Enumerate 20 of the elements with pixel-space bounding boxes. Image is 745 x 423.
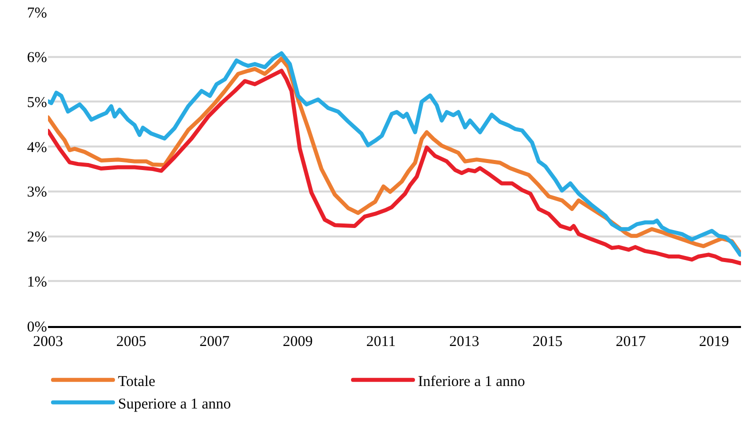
y-tick-label: 1% bbox=[27, 274, 47, 290]
y-tick-label: 2% bbox=[27, 230, 47, 246]
y-tick-label: 0% bbox=[27, 319, 47, 336]
x-tick-label: 2009 bbox=[282, 334, 313, 350]
y-tick-label: 3% bbox=[27, 184, 47, 201]
legend-label: Inferiore a 1 anno bbox=[418, 374, 526, 390]
x-tick-label: 2011 bbox=[366, 334, 396, 350]
x-tick-label: 2019 bbox=[698, 334, 729, 350]
x-tick-label: 2005 bbox=[116, 334, 146, 350]
legend-label: Superiore a 1 anno bbox=[118, 396, 231, 412]
y-tick-label: 6% bbox=[27, 50, 47, 66]
y-tick-label: 5% bbox=[27, 94, 47, 111]
x-tick-label: 2015 bbox=[532, 334, 562, 350]
y-tick-label: 4% bbox=[27, 140, 47, 156]
x-tick-label: 2013 bbox=[449, 334, 480, 350]
x-tick-label: 2003 bbox=[33, 334, 63, 350]
legend-label: Totale bbox=[118, 374, 156, 390]
y-tick-label: 7% bbox=[27, 5, 47, 22]
x-tick-label: 2007 bbox=[199, 334, 230, 350]
x-tick-label: 2017 bbox=[616, 334, 646, 350]
